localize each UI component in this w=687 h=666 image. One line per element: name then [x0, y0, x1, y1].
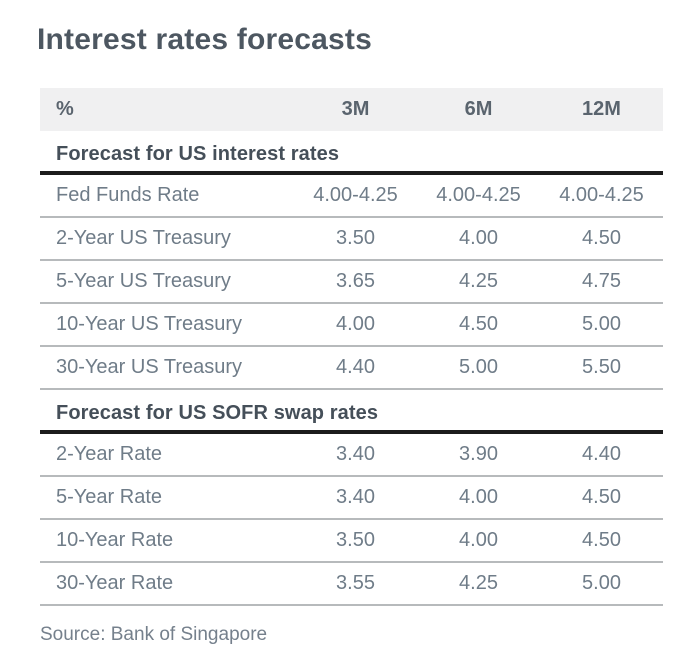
row-value-6m: 4.00	[459, 529, 498, 551]
section-header-us-sofr-swap-rates: Forecast for US SOFR swap rates	[40, 390, 663, 434]
row-value-12m: 4.40	[582, 443, 621, 465]
row-value-12m: 5.50	[582, 356, 621, 378]
table-row: 10-Year US Treasury 4.00 4.50 5.00	[40, 304, 663, 347]
row-label: 2-Year US Treasury	[56, 227, 231, 249]
table-row: 5-Year US Treasury 3.65 4.25 4.75	[40, 261, 663, 304]
table-row: 30-Year Rate 3.55 4.25 5.00	[40, 563, 663, 606]
row-label: 5-Year Rate	[56, 486, 162, 508]
table-row: 2-Year Rate 3.40 3.90 4.40	[40, 434, 663, 477]
row-value-6m: 4.00	[459, 227, 498, 249]
source-attribution: Source: Bank of Singapore	[40, 624, 268, 645]
section-header-us-interest-rates: Forecast for US interest rates	[40, 131, 663, 175]
row-value-12m: 4.50	[582, 486, 621, 508]
table-row: 2-Year US Treasury 3.50 4.00 4.50	[40, 218, 663, 261]
row-value-3m: 3.55	[336, 572, 375, 594]
row-label: 2-Year Rate	[56, 443, 162, 465]
row-value-3m: 4.40	[336, 356, 375, 378]
row-value-6m: 5.00	[459, 356, 498, 378]
row-value-6m: 4.25	[459, 270, 498, 292]
page-title: Interest rates forecasts	[37, 23, 372, 56]
row-value-12m: 4.50	[582, 529, 621, 551]
unit-header: %	[56, 98, 74, 120]
table-row: 30-Year US Treasury 4.40 5.00 5.50	[40, 347, 663, 390]
row-value-3m: 3.65	[336, 270, 375, 292]
row-label: 10-Year US Treasury	[56, 313, 243, 335]
row-value-12m: 4.00-4.25	[559, 184, 644, 206]
row-value-12m: 5.00	[582, 572, 621, 594]
row-value-6m: 3.90	[459, 443, 498, 465]
row-label: 5-Year US Treasury	[56, 270, 231, 292]
forecast-table: % 3M 6M 12M Forecast for US interest rat…	[40, 88, 663, 606]
table-header-row: % 3M 6M 12M	[40, 88, 663, 131]
row-label: Fed Funds Rate	[56, 184, 200, 206]
row-label: 30-Year US Treasury	[56, 356, 243, 378]
table-row: 5-Year Rate 3.40 4.00 4.50	[40, 477, 663, 520]
row-value-12m: 5.00	[582, 313, 621, 335]
row-value-3m: 4.00-4.25	[313, 184, 398, 206]
table-row: Fed Funds Rate 4.00-4.25 4.00-4.25 4.00-…	[40, 175, 663, 218]
row-value-12m: 4.50	[582, 227, 621, 249]
row-label: 30-Year Rate	[56, 572, 174, 594]
row-label: 10-Year Rate	[56, 529, 174, 551]
row-value-12m: 4.75	[582, 270, 621, 292]
column-header-3m: 3M	[341, 98, 370, 120]
row-value-3m: 3.40	[336, 486, 375, 508]
row-value-6m: 4.50	[459, 313, 498, 335]
row-value-3m: 3.50	[336, 227, 375, 249]
row-value-3m: 4.00	[336, 313, 375, 335]
row-value-6m: 4.00-4.25	[436, 184, 521, 206]
column-header-12m: 12M	[582, 98, 621, 120]
row-value-6m: 4.25	[459, 572, 498, 594]
table-row: 10-Year Rate 3.50 4.00 4.50	[40, 520, 663, 563]
column-header-6m: 6M	[464, 98, 493, 120]
row-value-6m: 4.00	[459, 486, 498, 508]
row-value-3m: 3.40	[336, 443, 375, 465]
row-value-3m: 3.50	[336, 529, 375, 551]
